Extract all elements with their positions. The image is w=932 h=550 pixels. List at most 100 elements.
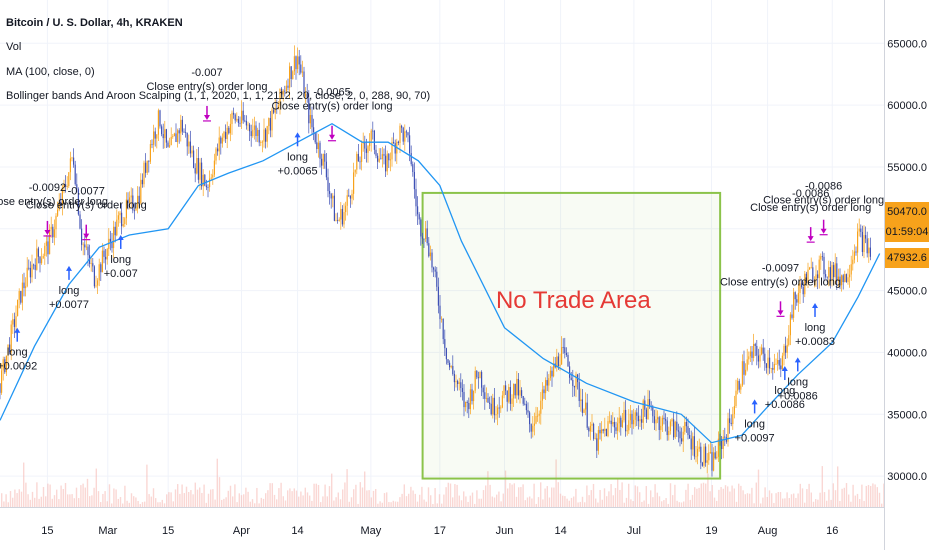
candle-body [637,415,639,422]
candle-body [497,407,499,415]
candle-body [783,345,785,356]
candle-body [503,385,505,396]
time-axis[interactable]: 15 Mar 15 Apr 14 May 17 Jun 14 Jul 19 Aug 16 [0,507,884,550]
volume-bar [654,484,656,507]
long-trade-label: long [805,322,826,334]
candle-body [570,377,572,381]
volume-bar [590,490,592,507]
candle-body [73,157,75,165]
candle-body [60,201,62,205]
ma-legend[interactable]: MA (100, close, 0) [6,66,95,78]
close-trade-label: -0.0086 [792,188,829,200]
candle-body [793,292,795,318]
candle-body [788,335,790,345]
volume-bar [289,488,291,507]
candle-body [348,195,350,197]
close-trade-label: -0.0086 [805,181,842,193]
volume-bar [137,500,139,507]
candle-body [17,299,19,317]
time-tick-label: Jul [627,525,641,537]
volume-bar [850,501,852,507]
candle-body [700,446,702,463]
volume-bar [610,484,612,507]
strategy-legend[interactable]: Bollinger bands And Aroon Scalping (1, 1… [6,90,431,102]
candle-body [852,259,854,265]
volume-bar [861,484,863,507]
candle-body [421,236,423,239]
long-arrow-head [14,327,21,333]
volume-bar [621,482,623,507]
candle-body [655,419,657,424]
candle-body [762,347,764,354]
volume-bar [256,487,258,507]
volume-bar [491,496,493,507]
candle-body [564,347,566,353]
candle-body [164,129,166,139]
volume-bar [722,488,724,507]
volume-bar [412,490,414,507]
volume-bar [221,499,223,507]
candle-body [445,348,447,360]
volume-bar [676,500,678,507]
candle-body [789,314,791,336]
candle-body [489,402,491,404]
volume-bar [302,495,304,507]
candle-body [380,158,382,160]
candle-body [9,344,11,353]
volume-bar [260,497,262,507]
candle-body [0,383,1,393]
candle-body [340,208,342,220]
candle-body [223,131,225,138]
close-arrow-head [203,114,210,120]
candle-body [505,385,507,391]
volume-bar [300,491,302,507]
volume-bar [267,490,269,507]
volume-bar [658,496,661,507]
volume-bar [306,492,309,507]
volume-bar [254,503,256,507]
volume-bar [304,487,306,507]
time-axis-bg [0,507,884,550]
volume-bar [564,496,566,507]
candle-body [364,142,366,149]
candle-body [565,352,567,355]
volume-bar [507,488,509,507]
candle-body [860,228,862,232]
candle-body [165,129,167,143]
candle-body [10,324,12,353]
volume-bar [452,497,454,507]
volume-bar [874,484,876,507]
candle-body [677,430,679,432]
volume-bar [513,483,515,507]
candle-body [557,356,559,367]
candle-body [610,420,612,425]
symbol-title[interactable]: Bitcoin / U. S. Dollar, 4h, KRAKEN [6,17,183,29]
candle-body [269,118,271,131]
candle-body [25,286,27,289]
candle-body [612,421,614,425]
candle-body [754,343,756,346]
candle-body [604,428,606,431]
candle-body [690,438,692,450]
volume-bar [337,492,339,507]
candle-body [716,456,718,459]
volume-bar [463,491,465,507]
close-trade-label: Close entry(s) order long [0,196,108,208]
volume-bar [731,485,733,507]
volume-legend[interactable]: Vol [6,41,22,53]
volume-bar [771,493,773,507]
candle-body [540,400,542,414]
candle-body [559,364,561,367]
candle-body [121,212,123,227]
price-tick-label: 55000.0 [887,162,927,174]
candle-body [413,172,415,190]
candle-body [181,119,183,132]
volume-bar [12,497,14,507]
candle-body [706,460,708,463]
volume-bar [357,503,359,507]
price-axis[interactable]: 30000.035000.040000.045000.050000.055000… [884,0,932,550]
volume-bar [709,491,711,507]
volume-bar [430,495,432,507]
volume-bar [797,493,799,507]
